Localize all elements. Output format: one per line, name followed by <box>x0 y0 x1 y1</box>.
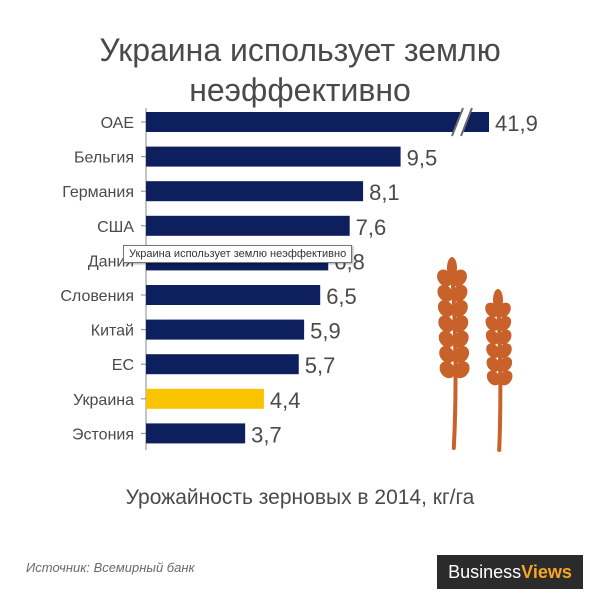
chart-title: Украина использует землю неэффективно <box>99 32 501 108</box>
wheat-kernel <box>486 356 501 372</box>
value-label: 5,7 <box>305 353 336 378</box>
source-note: Источник: Всемирный банк <box>26 560 195 575</box>
wheat-kernel <box>486 370 501 386</box>
wheat-kernel <box>498 343 512 359</box>
category-label: США <box>97 219 134 236</box>
category-label: ЕС <box>112 357 134 374</box>
wheat-kernel <box>439 346 455 363</box>
value-label: 4,4 <box>270 388 301 413</box>
value-label: 5,9 <box>310 319 341 344</box>
value-label: 6,5 <box>326 284 357 309</box>
bar <box>146 319 305 340</box>
axis-break-line <box>460 107 473 137</box>
bar <box>146 354 299 375</box>
bar <box>146 423 246 444</box>
bar <box>146 181 364 202</box>
wheat-kernel <box>497 316 512 332</box>
wheat-kernel <box>498 356 513 372</box>
axis-break-line <box>451 107 464 137</box>
bar <box>146 285 321 305</box>
category-label: ОАЕ <box>101 115 134 132</box>
wheat-kernel <box>437 284 454 302</box>
wheat-tip <box>447 257 457 279</box>
wheat-stalk <box>485 289 513 452</box>
x-axis-label: Урожайность зерновых в 2014, кг/га <box>125 486 475 509</box>
category-label: Германия <box>62 184 134 201</box>
bar <box>146 388 264 409</box>
wheat-kernel <box>453 330 469 348</box>
wheat-kernel <box>437 300 454 318</box>
wheat-tip <box>493 289 503 311</box>
value-label: 9,5 <box>407 146 438 171</box>
wheat-kernel <box>453 346 470 363</box>
value-label: 3,7 <box>251 422 282 447</box>
brand-logo: BusinessViews <box>437 555 583 589</box>
bar <box>146 146 401 167</box>
category-label: Китай <box>91 323 134 340</box>
wheat-kernel <box>438 330 455 348</box>
wheat-kernel <box>451 284 468 302</box>
value-label: 8,1 <box>369 180 400 205</box>
value-label: 41,9 <box>495 111 538 136</box>
bar <box>146 215 350 236</box>
category-label: Словения <box>60 288 134 305</box>
wheat-kernel <box>485 316 500 332</box>
wheat-kernel <box>497 329 512 345</box>
wheat-kernel <box>452 315 469 333</box>
bar <box>146 112 489 132</box>
wheat-kernel <box>485 329 500 345</box>
wheat-kernel <box>486 343 500 359</box>
wheat-kernel <box>453 361 470 379</box>
wheat-kernel <box>439 361 456 379</box>
category-label: Дания <box>88 253 134 270</box>
wheat-stalk <box>437 257 470 450</box>
wheat-icon <box>437 257 513 452</box>
wheat-kernel <box>452 300 468 318</box>
tooltip: Украина использует землю неэффективно <box>123 245 353 263</box>
axis-break-mark <box>453 109 471 135</box>
category-label: Украина <box>73 392 134 409</box>
category-label: Эстония <box>72 426 134 443</box>
category-label: Бельгия <box>74 150 134 167</box>
wheat-kernel <box>498 370 513 386</box>
wheat-kernel <box>438 315 454 333</box>
value-label: 7,6 <box>356 215 387 240</box>
